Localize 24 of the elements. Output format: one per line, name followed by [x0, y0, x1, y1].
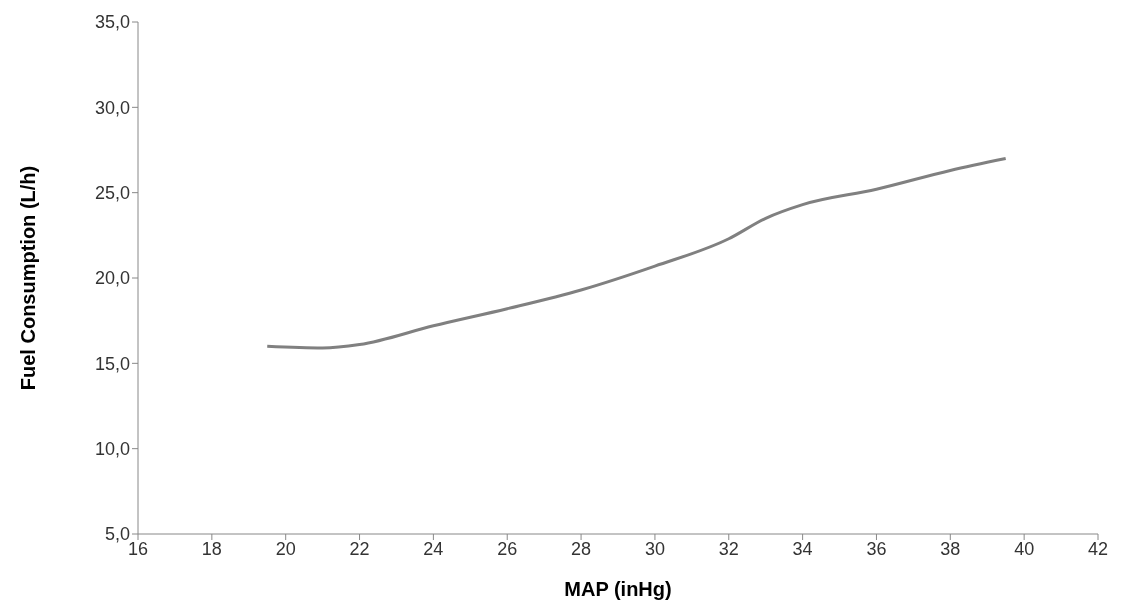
x-tick-label: 20	[275, 538, 296, 559]
x-tick-label: 28	[571, 538, 592, 559]
x-tick-label: 40	[1014, 538, 1035, 559]
y-tick-label: 10,0	[94, 439, 130, 460]
x-tick-label: 18	[201, 538, 222, 559]
x-tick-label: 22	[349, 538, 370, 559]
x-tick-label: 32	[718, 538, 739, 559]
y-tick-label: 5,0	[104, 524, 130, 545]
x-axis-title: MAP (inHg)	[564, 578, 672, 600]
y-tick-label: 30,0	[94, 97, 130, 118]
y-tick-label: 35,0	[94, 12, 130, 33]
x-tick-label: 24	[423, 538, 444, 559]
x-tick-label: 16	[127, 538, 149, 559]
x-tick-label: 26	[497, 538, 518, 559]
y-tick-label: 25,0	[94, 183, 130, 204]
y-tick-label: 15,0	[94, 353, 130, 374]
x-tick-label: 38	[940, 538, 961, 559]
x-tick-label: 30	[644, 538, 665, 559]
x-tick-label: 36	[866, 538, 887, 559]
y-axis-title: Fuel Consumption (L/h)	[17, 165, 40, 391]
x-tick-label: 34	[792, 538, 813, 559]
x-tick-label: 42	[1087, 538, 1109, 559]
line-series	[265, 157, 1008, 350]
y-tick-label: 20,0	[94, 268, 130, 289]
